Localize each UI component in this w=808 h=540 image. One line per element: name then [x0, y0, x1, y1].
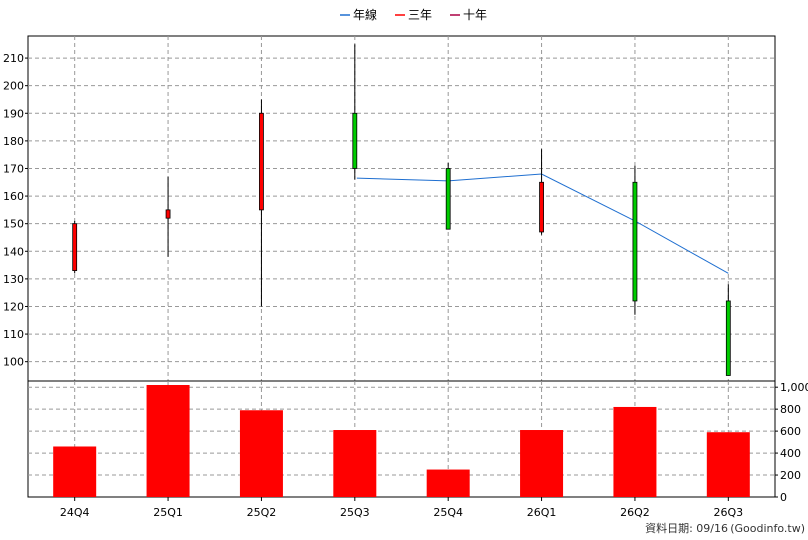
volume-bar: [146, 385, 190, 497]
candle-body: [352, 112, 358, 169]
price-tick-label: 100: [3, 356, 24, 369]
price-tick-label: 200: [3, 80, 24, 93]
price-tick-label: 120: [3, 300, 24, 313]
volume-bar: [239, 410, 283, 497]
volume-bar: [333, 430, 377, 497]
price-tick-label: 190: [3, 107, 24, 120]
x-tick-label: 26Q3: [713, 506, 743, 519]
volume-bar: [706, 432, 750, 497]
footer-date: 資料日期: 09/16: [645, 521, 728, 535]
candle-body: [72, 223, 78, 271]
candle-body: [259, 112, 264, 211]
x-tick-label: 25Q1: [153, 506, 183, 519]
candle-body: [539, 181, 544, 233]
x-tick-label: 26Q1: [527, 506, 557, 519]
price-tick-label: 140: [3, 245, 24, 258]
volume-panel: 0 200 400 600 800 1,000: [27, 380, 808, 504]
x-axis: 24Q4 25Q1 25Q2 25Q3 25Q4 26Q1 26Q2 26Q3: [60, 497, 743, 519]
x-tick-label: 26Q2: [620, 506, 650, 519]
volume-bar: [520, 430, 564, 497]
volume-bar: [613, 406, 657, 497]
candle-body: [165, 209, 171, 219]
price-tick-label: 180: [3, 135, 24, 148]
volume-bar: [426, 469, 470, 497]
volume-tick-label: 200: [780, 469, 801, 482]
x-tick-label: 25Q2: [247, 506, 277, 519]
price-tick-label: 110: [3, 328, 24, 341]
x-tick-label: 25Q3: [340, 506, 370, 519]
volume-tick-label: 0: [780, 491, 787, 504]
price-tick-label: 150: [3, 218, 24, 231]
legend-label: 年線: [353, 7, 377, 22]
volume-tick-label: 800: [780, 403, 801, 416]
price-tick-label: 210: [3, 52, 24, 65]
price-panel: 100 110 120 130 140 150 160 170 180 190 200 210: [3, 35, 776, 382]
x-tick-label: 24Q4: [60, 506, 90, 519]
candle-body: [632, 181, 638, 302]
volume-tick-label: 600: [780, 425, 801, 438]
price-tick-label: 160: [3, 190, 24, 203]
candle-body: [725, 300, 731, 376]
footer-source: (Goodinfo.tw): [730, 522, 805, 535]
legend-label: 十年: [463, 8, 487, 22]
x-tick-label: 25Q4: [433, 506, 463, 519]
volume-bar: [53, 446, 97, 497]
volume-frame: [27, 380, 776, 498]
volume-tick-label: 400: [780, 447, 801, 460]
legend-label: 三年: [408, 8, 432, 22]
price-tick-label: 130: [3, 273, 24, 286]
price-tick-label: 170: [3, 162, 24, 175]
price-frame: [27, 35, 776, 382]
legend: 年線 三年 十年: [340, 7, 487, 22]
candle-body: [445, 168, 451, 230]
volume-tick-label: 1,000: [780, 381, 808, 394]
